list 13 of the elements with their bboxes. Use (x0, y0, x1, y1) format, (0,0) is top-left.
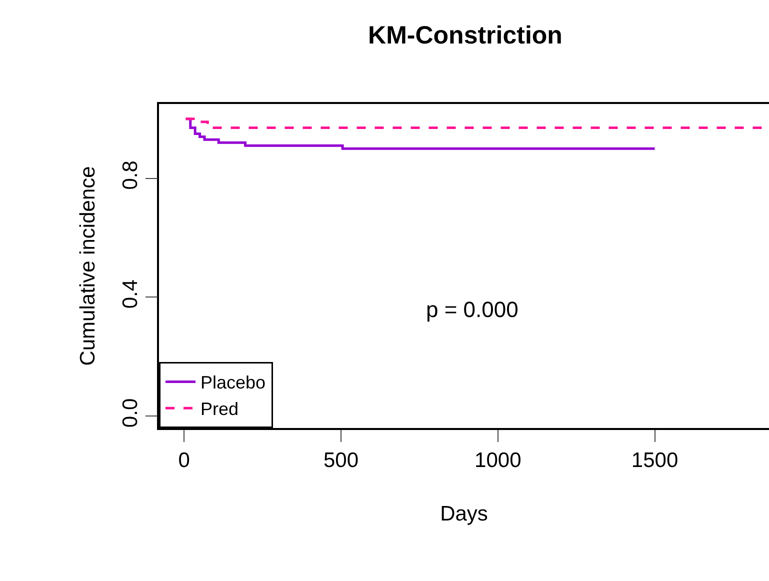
chart-title: KM-Constriction (368, 22, 562, 50)
y-tick-label: 0.0 (118, 398, 142, 428)
x-tick-label: 1500 (631, 448, 678, 472)
x-tick-label: 0 (178, 448, 190, 472)
x-axis-title: Days (440, 502, 488, 526)
x-tick-label: 500 (323, 448, 359, 472)
x-tick-label: 1000 (474, 448, 522, 472)
legend-label: Placebo (200, 372, 266, 393)
annotation: p = 0.000 (426, 297, 518, 322)
y-axis-title: Cumulative incidence (76, 166, 100, 366)
y-tick-label: 0.8 (118, 160, 142, 190)
y-tick-label: 0.4 (118, 279, 142, 309)
legend-label: Pred (200, 399, 239, 420)
